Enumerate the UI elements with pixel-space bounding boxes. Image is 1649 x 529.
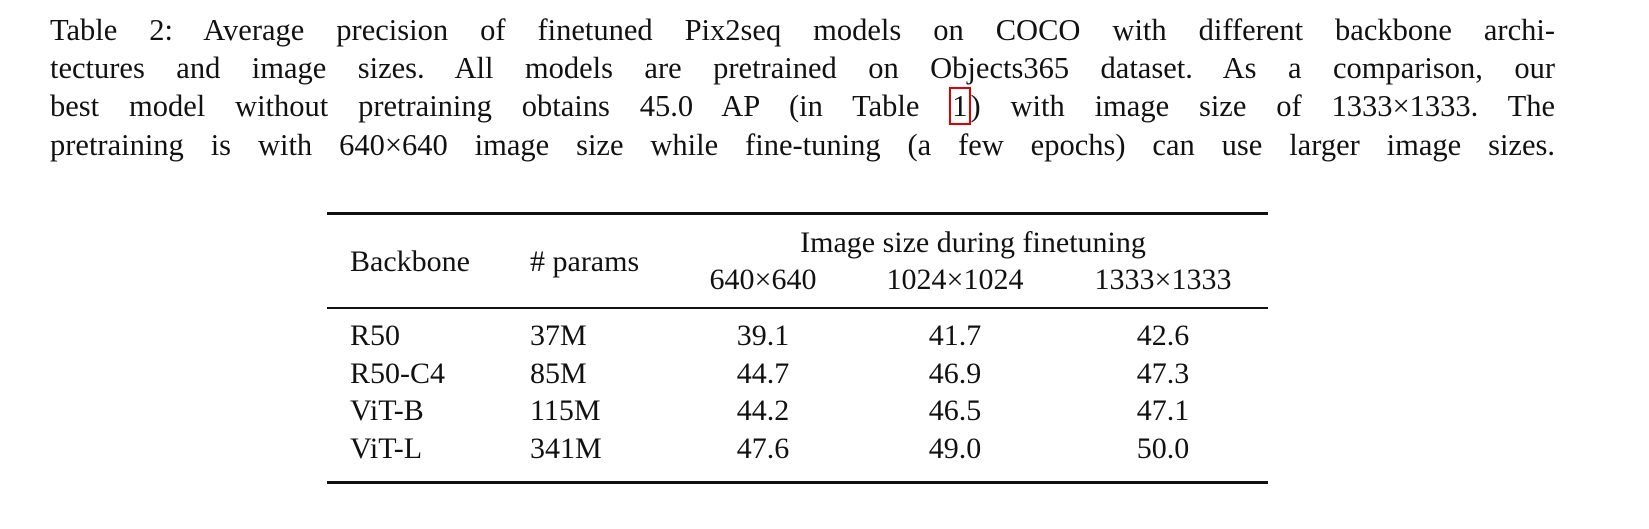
table-cell: 341M xyxy=(530,432,602,465)
table-cell: ViT-L xyxy=(350,432,423,465)
caption-text: tectures and image sizes. All models are… xyxy=(50,51,1555,85)
caption-text: ) with image size of 1333×1333. The xyxy=(970,89,1556,123)
caption-line: tectures and image sizes. All models are… xyxy=(50,49,1555,87)
table-reference[interactable]: 1 xyxy=(949,87,971,125)
table-cell: 49.0 xyxy=(928,432,982,465)
caption-text: best model without pretraining obtains 4… xyxy=(50,89,950,123)
table-cell: 47.3 xyxy=(1136,357,1190,390)
caption-line: best model without pretraining obtains 4… xyxy=(50,87,1555,125)
column-header: # params xyxy=(530,245,640,278)
table-cell: 47.6 xyxy=(736,432,790,465)
table-cell: 42.6 xyxy=(1136,319,1190,352)
table-cell: 115M xyxy=(530,394,601,427)
table-cell: R50-C4 xyxy=(350,357,446,390)
column-group-header: Image size during finetuning xyxy=(800,226,1146,259)
table-cell: 41.7 xyxy=(928,319,982,352)
table-cell: 47.1 xyxy=(1136,394,1190,427)
table-cell: 44.2 xyxy=(736,394,790,427)
table-cell: 44.7 xyxy=(736,357,790,390)
table-cell: 37M xyxy=(530,319,587,352)
caption-text: pretraining is with 640×640 image size w… xyxy=(50,128,1555,162)
caption-line: Table 2: Average precision of finetuned … xyxy=(50,11,1555,49)
table-cell: ViT-B xyxy=(350,394,424,427)
table-cell: R50 xyxy=(350,319,401,352)
column-header: 1024×1024 xyxy=(886,263,1024,296)
table-cell: 39.1 xyxy=(736,319,790,352)
table-rule xyxy=(327,481,1268,484)
table-cell: 50.0 xyxy=(1136,432,1190,465)
column-header: Backbone xyxy=(350,245,470,278)
column-header: 1333×1333 xyxy=(1094,263,1232,296)
table-rule xyxy=(327,212,1268,215)
column-header: 640×640 xyxy=(709,263,817,296)
table-cell: 46.5 xyxy=(928,394,982,427)
table-cell: 46.9 xyxy=(928,357,982,390)
caption-line: pretraining is with 640×640 image size w… xyxy=(50,126,1555,164)
table-cell: 85M xyxy=(530,357,587,390)
table-rule xyxy=(327,307,1268,309)
caption-text: Table 2: Average precision of finetuned … xyxy=(50,13,1555,47)
